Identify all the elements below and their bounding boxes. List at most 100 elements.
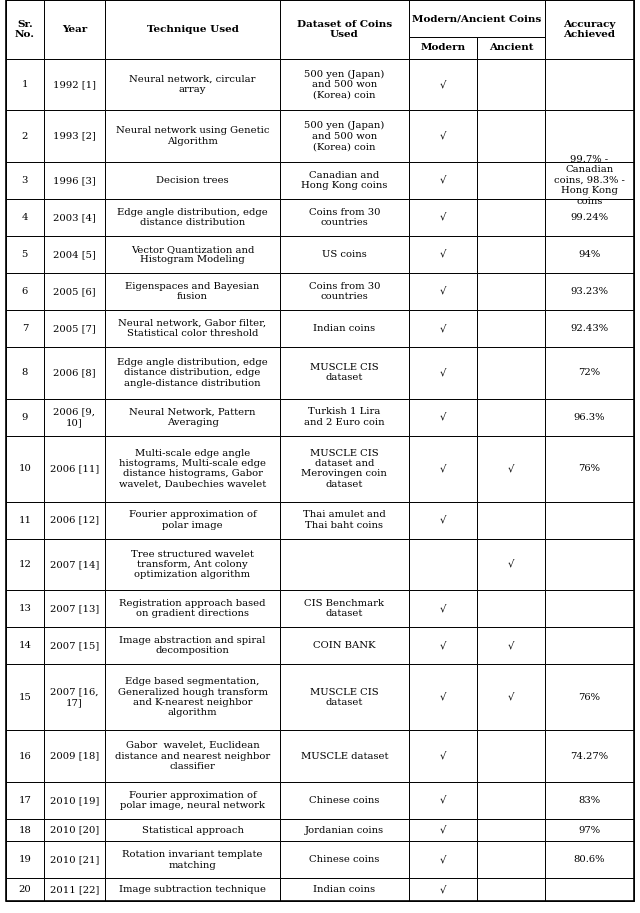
Bar [44,730,105,782]
Text: MUSCLE CIS
dataset: MUSCLE CIS dataset [310,363,379,383]
Bar [477,58,545,110]
Bar [105,590,280,627]
Text: Accuracy
Achieved: Accuracy Achieved [563,20,616,39]
Text: Statistical approach: Statistical approach [141,825,244,834]
Bar [44,347,105,399]
Bar [477,347,545,399]
Bar [477,110,545,162]
Bar [105,0,280,58]
Text: 74.27%: 74.27% [570,751,609,761]
Text: 2011 [22]: 2011 [22] [50,886,99,894]
Text: √: √ [508,560,514,569]
Text: 99.24%: 99.24% [570,213,609,222]
Text: COIN BANK: COIN BANK [313,641,376,650]
Text: Registration approach based
on gradient directions: Registration approach based on gradient … [119,599,266,618]
Bar [44,627,105,665]
Text: Fourier approximation of
polar image: Fourier approximation of polar image [129,510,257,530]
Bar [6,627,44,665]
Text: Rotation invariant template
matching: Rotation invariant template matching [122,850,263,870]
Text: Sr.
No.: Sr. No. [15,20,35,39]
Text: 92.43%: 92.43% [570,324,609,333]
Bar [105,819,280,842]
Text: Coins from 30
countries: Coins from 30 countries [308,282,380,301]
Bar [409,110,477,162]
Text: Neural network using Genetic
Algorithm: Neural network using Genetic Algorithm [116,126,269,146]
Text: 1993 [2]: 1993 [2] [53,131,96,141]
Text: 2007 [13]: 2007 [13] [50,604,99,614]
Bar [477,236,545,273]
Text: 2: 2 [22,131,28,141]
Bar [6,782,44,819]
Bar [105,347,280,399]
Text: Eigenspaces and Bayesian
fusion: Eigenspaces and Bayesian fusion [125,282,260,301]
Text: 15: 15 [19,693,31,702]
Bar [545,399,634,436]
Text: √: √ [508,464,514,473]
Bar [44,310,105,347]
Text: 2006 [9,
10]: 2006 [9, 10] [53,407,95,426]
Bar [545,539,634,590]
Bar [409,347,477,399]
Bar [6,0,44,58]
Text: Decision trees: Decision trees [156,176,229,184]
Bar [280,236,409,273]
Bar [545,730,634,782]
Bar [477,399,545,436]
Text: Dataset of Coins
Used: Dataset of Coins Used [297,20,392,39]
Text: US coins: US coins [322,250,367,259]
Text: Year: Year [61,25,87,34]
Bar [105,730,280,782]
Bar [44,501,105,539]
Text: 96.3%: 96.3% [573,413,605,422]
Bar [477,162,545,199]
Bar [280,0,409,58]
Bar [44,162,105,199]
Bar [105,58,280,110]
Text: MUSCLE CIS
dataset and
Merovingen coin
dataset: MUSCLE CIS dataset and Merovingen coin d… [301,448,387,488]
Bar [44,273,105,310]
Bar [280,436,409,501]
Text: Modern: Modern [420,44,465,52]
Bar [545,110,634,162]
Bar [545,347,634,399]
Text: 500 yen (Japan)
and 500 won
(Korea) coin: 500 yen (Japan) and 500 won (Korea) coin [304,121,385,151]
Bar [105,878,280,901]
Text: 17: 17 [19,796,31,805]
Text: √: √ [440,604,446,614]
Text: Thai amulet and
Thai baht coins: Thai amulet and Thai baht coins [303,510,386,530]
Bar [280,273,409,310]
Bar [44,199,105,236]
Text: 16: 16 [19,751,31,761]
Text: √: √ [440,825,446,834]
Text: Edge based segmentation,
Generalized hough transform
and K-nearest neighbor
algo: Edge based segmentation, Generalized hou… [118,677,268,718]
Text: √: √ [508,641,514,650]
Bar [545,842,634,878]
Bar [6,347,44,399]
Bar [280,501,409,539]
Bar [477,665,545,730]
Text: 19: 19 [19,855,31,865]
Bar [6,501,44,539]
Text: 2005 [7]: 2005 [7] [53,324,96,333]
Bar [6,590,44,627]
Bar [477,590,545,627]
Bar [105,399,280,436]
Bar [409,162,477,199]
Text: 94%: 94% [579,250,600,259]
Bar [6,310,44,347]
Bar [409,501,477,539]
Bar [6,58,44,110]
Bar [477,501,545,539]
Text: 2010 [19]: 2010 [19] [50,796,99,805]
Text: 4: 4 [22,213,28,222]
Text: 2006 [12]: 2006 [12] [50,516,99,525]
Bar [44,399,105,436]
Bar [545,436,634,501]
Bar [477,436,545,501]
Text: Canadian and
Hong Kong coins: Canadian and Hong Kong coins [301,171,388,190]
Text: Vector Quantization and
Histogram Modeling: Vector Quantization and Histogram Modeli… [131,245,254,264]
Text: Chinese coins: Chinese coins [309,796,380,805]
Text: 2004 [5]: 2004 [5] [53,250,96,259]
Bar [6,199,44,236]
Text: 99.7% -
Canadian
coins, 98.3% -
Hong Kong
coins: 99.7% - Canadian coins, 98.3% - Hong Kon… [554,155,625,205]
